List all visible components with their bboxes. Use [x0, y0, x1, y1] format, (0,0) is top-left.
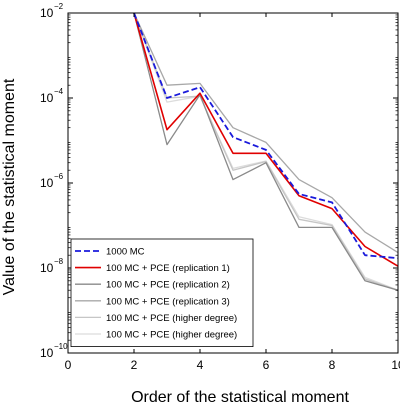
legend-label-2: 100 MC + PCE (replication 2): [106, 280, 230, 291]
y-tick-label-exp-3: −4: [54, 87, 64, 96]
y-tick-label-4: 10 −2: [40, 2, 64, 20]
series-line-3: [133, 12, 399, 291]
x-tick-label-3: 6: [263, 358, 270, 372]
legend-label-0: 1000 MC: [106, 247, 145, 258]
series-line-5: [133, 12, 399, 260]
y-tick-label-2: 10 −6: [40, 172, 64, 190]
y-tick-label-base-0: 10: [40, 346, 54, 360]
y-tick-label-1: 10 −8: [40, 257, 64, 275]
x-tick-label-5: 10: [391, 358, 400, 372]
series-layer: [133, 12, 399, 291]
legend-box: [70, 238, 254, 347]
legend-label-3: 100 MC + PCE (replication 3): [106, 296, 230, 307]
y-axis-title: Value of the statistical moment: [1, 78, 18, 295]
y-tick-label-exp-1: −8: [54, 257, 64, 266]
x-tick-label-2: 4: [197, 358, 204, 372]
y-tick-label-base-3: 10: [40, 91, 54, 105]
series-line-2: [133, 12, 399, 254]
y-tick-label-0: 10 −10: [40, 342, 68, 360]
x-tick-label-4: 8: [329, 358, 336, 372]
y-tick-label-exp-0: −10: [54, 342, 68, 351]
series-line-4: [133, 12, 399, 267]
x-axis-title: Order of the statistical moment: [131, 389, 349, 405]
legend-label-4: 100 MC + PCE (higher degree): [106, 313, 237, 324]
y-tick-label-base-4: 10: [40, 6, 54, 20]
y-tick-label-base-2: 10: [40, 176, 54, 190]
legend: 1000 MC 100 MC + PCE (replication 1) 100 M…: [70, 238, 254, 347]
legend-label-1: 100 MC + PCE (replication 1): [106, 263, 230, 274]
x-tick-label-0: 0: [65, 358, 72, 372]
legend-label-5: 100 MC + PCE (higher degree): [106, 330, 237, 341]
series-line-1: [133, 12, 399, 291]
x-tick-label-1: 2: [131, 358, 138, 372]
y-tick-label-3: 10 −4: [40, 87, 64, 105]
y-tick-label-base-1: 10: [40, 261, 54, 275]
y-tick-label-exp-2: −6: [54, 172, 64, 181]
y-tick-label-exp-4: −2: [54, 2, 64, 11]
